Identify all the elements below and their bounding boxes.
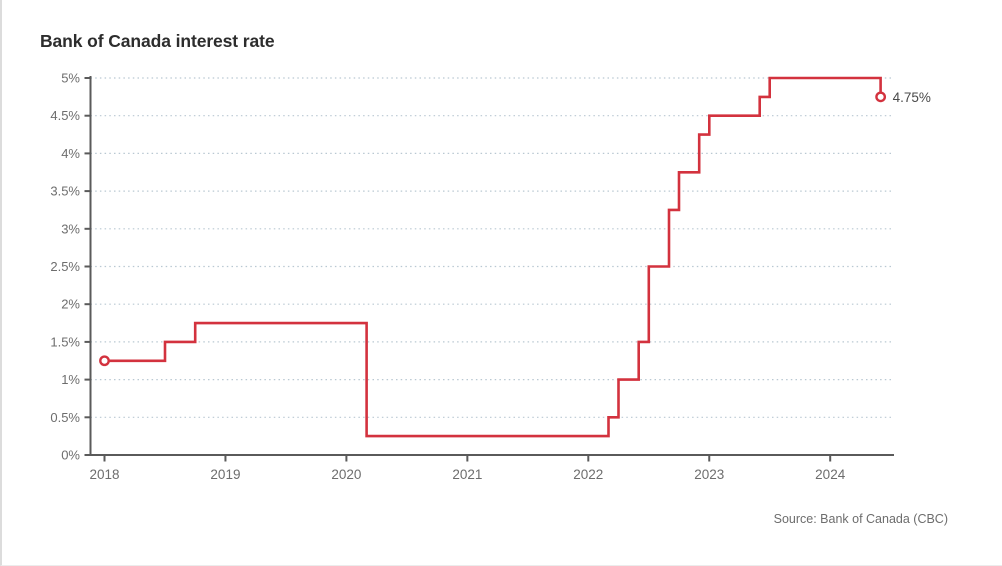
series-end-marker [875,91,887,103]
latest-value-label: 4.75% [893,90,931,105]
y-tick-label: 4% [61,146,80,161]
x-tick-label: 2024 [815,467,846,482]
y-tick-label: 3% [61,221,80,236]
y-tick-label: 1.5% [50,334,80,349]
y-tick-label: 1% [61,372,80,387]
x-tick-label: 2021 [452,467,482,482]
interest-rate-line [104,76,882,438]
x-tick-label: 2018 [89,467,119,482]
y-tick-label: 3.5% [50,184,80,199]
series-start-marker [99,355,110,367]
y-tick-label: 0% [61,448,80,463]
y-tick-label: 4.5% [50,108,80,123]
source-attribution: Source: Bank of Canada (CBC) [773,512,948,526]
y-tick-label: 0.5% [50,410,80,425]
y-tick-label: 2.5% [50,259,80,274]
x-tick-label: 2023 [694,467,724,482]
y-tick-label: 5% [61,71,80,86]
x-tick-label: 2022 [573,467,603,482]
chart-title: Bank of Canada interest rate [40,31,275,51]
y-tick-label: 2% [61,297,80,312]
x-tick-label: 2020 [331,467,361,482]
x-tick-label: 2019 [210,467,240,482]
